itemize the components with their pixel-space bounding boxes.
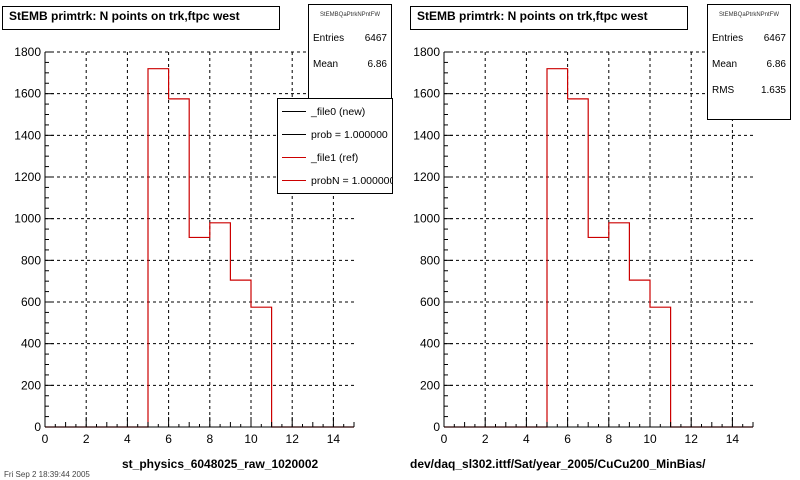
left-panel-title: StEMB primtrk: N points on trk,ftpc west bbox=[2, 6, 280, 30]
y-tick-label: 0 bbox=[34, 420, 41, 434]
left-stats-label: Mean bbox=[313, 59, 339, 70]
y-tick-label: 1600 bbox=[413, 87, 440, 101]
footer-timestamp: Fri Sep 2 18:39:44 2005 bbox=[4, 470, 90, 479]
legend-label: _file1 (ref) bbox=[311, 151, 359, 164]
right-stats-value: 6.86 bbox=[766, 59, 786, 70]
right-stats-value: 6467 bbox=[763, 33, 786, 44]
y-tick-label: 400 bbox=[21, 337, 41, 351]
y-tick-label: 1000 bbox=[413, 212, 440, 226]
x-tick-label: 2 bbox=[83, 432, 90, 446]
right-stats-name: StEMBQaPtrkNPntFW bbox=[718, 12, 779, 18]
left-stats-row-entries: Entries 6467 bbox=[309, 33, 391, 44]
y-tick-label: 1600 bbox=[14, 87, 41, 101]
left-legend-box: _file0 (new) prob = 1.000000 _file1 (ref… bbox=[277, 98, 393, 194]
right-stats-row-mean: Mean 6.86 bbox=[708, 59, 790, 70]
y-tick-label: 600 bbox=[420, 295, 440, 309]
legend-line-swatch bbox=[282, 180, 306, 181]
y-tick-label: 1200 bbox=[14, 170, 41, 184]
right-stats-label: Mean bbox=[712, 59, 738, 70]
y-tick-label: 800 bbox=[420, 253, 440, 267]
right-stats-row-entries: Entries 6467 bbox=[708, 33, 790, 44]
left-panel-caption: st_physics_6048025_raw_1020002 bbox=[122, 457, 319, 471]
legend-line-swatch bbox=[282, 157, 306, 158]
legend-entry: probN = 1.000000 bbox=[278, 169, 392, 192]
y-tick-label: 1400 bbox=[413, 128, 440, 142]
legend-entry: _file1 (ref) bbox=[278, 146, 392, 169]
y-tick-label: 1000 bbox=[14, 212, 41, 226]
right-stats-value: 1.635 bbox=[760, 85, 786, 96]
y-tick-label: 800 bbox=[21, 253, 41, 267]
right-stats-row-rms: RMS 1.635 bbox=[708, 85, 790, 96]
left-stats-row-mean: Mean 6.86 bbox=[309, 59, 391, 70]
left-stats-box: StEMBQaPtrkNPntFW Entries 6467 Mean 6.86 bbox=[308, 4, 392, 100]
legend-label: probN = 1.000000 bbox=[311, 174, 393, 187]
x-tick-label: 14 bbox=[327, 432, 341, 446]
left-stats-name: StEMBQaPtrkNPntFW bbox=[319, 12, 380, 18]
x-tick-label: 0 bbox=[42, 432, 49, 446]
x-tick-label: 4 bbox=[124, 432, 131, 446]
left-stats-value: 6467 bbox=[364, 33, 387, 44]
x-tick-label: 12 bbox=[685, 432, 699, 446]
legend-entry: _file0 (new) bbox=[278, 100, 392, 123]
right-panel-title: StEMB primtrk: N points on trk,ftpc west bbox=[410, 6, 688, 30]
y-tick-label: 1200 bbox=[413, 170, 440, 184]
right-stats-box: StEMBQaPtrkNPntFW Entries 6467 Mean 6.86… bbox=[707, 4, 791, 120]
right-panel-caption: dev/daq_sl302.ittf/Sat/year_2005/CuCu200… bbox=[410, 457, 706, 471]
x-tick-label: 6 bbox=[564, 432, 571, 446]
legend-line-swatch bbox=[282, 111, 306, 112]
legend-label: _file0 (new) bbox=[311, 105, 366, 118]
y-tick-label: 400 bbox=[420, 337, 440, 351]
x-tick-label: 14 bbox=[726, 432, 740, 446]
left-stats-value: 6.86 bbox=[367, 59, 387, 70]
legend-line-swatch bbox=[282, 134, 306, 135]
y-tick-label: 600 bbox=[21, 295, 41, 309]
x-tick-label: 4 bbox=[523, 432, 530, 446]
legend-label: prob = 1.000000 bbox=[311, 128, 388, 141]
x-tick-label: 12 bbox=[286, 432, 300, 446]
x-tick-label: 0 bbox=[441, 432, 448, 446]
y-tick-label: 0 bbox=[433, 420, 440, 434]
y-tick-label: 1800 bbox=[14, 45, 41, 59]
right-stats-label: RMS bbox=[712, 85, 735, 96]
x-tick-label: 8 bbox=[206, 432, 213, 446]
x-tick-label: 10 bbox=[244, 432, 258, 446]
plot-area bbox=[444, 52, 753, 427]
x-tick-label: 6 bbox=[165, 432, 172, 446]
y-tick-label: 200 bbox=[21, 378, 41, 392]
left-stats-label: Entries bbox=[313, 33, 345, 44]
x-tick-label: 2 bbox=[482, 432, 489, 446]
x-tick-label: 10 bbox=[643, 432, 657, 446]
y-tick-label: 200 bbox=[420, 378, 440, 392]
y-tick-label: 1800 bbox=[413, 45, 440, 59]
x-tick-label: 8 bbox=[605, 432, 612, 446]
y-tick-label: 1400 bbox=[14, 128, 41, 142]
right-stats-label: Entries bbox=[712, 33, 744, 44]
legend-entry: prob = 1.000000 bbox=[278, 123, 392, 146]
